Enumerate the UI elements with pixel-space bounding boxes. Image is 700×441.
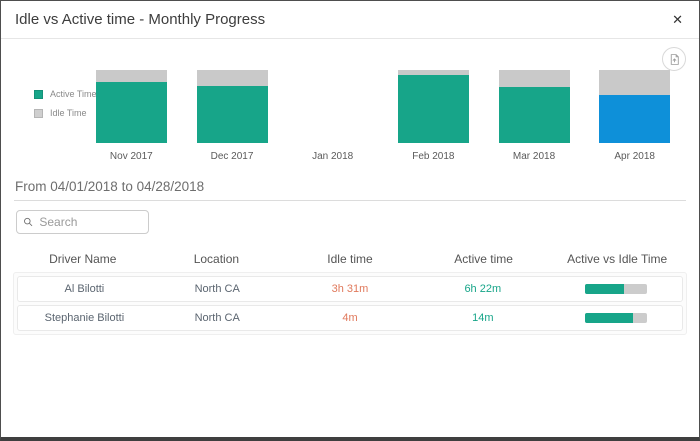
table-body: Al Bilotti North CA 3h 31m 6h 22m Stephanie … (13, 272, 687, 335)
cell-location: North CA (194, 283, 240, 295)
export-button[interactable] (662, 47, 686, 71)
bar-slot: Mar 2018 (484, 70, 585, 162)
bar-area (498, 70, 570, 143)
column-header: Location (193, 252, 240, 266)
bar-area (599, 70, 671, 143)
column-header: Driver Name (49, 252, 117, 266)
active-time-segment (498, 87, 570, 143)
active-time-segment (95, 82, 167, 143)
column-header: Active vs Idle Time (567, 252, 668, 266)
active-vs-idle-progressbar (584, 284, 647, 294)
monthly-progress-chart: Active Time Idle Time Nov 2017 Dec 2017 Jan… (1, 39, 699, 163)
legend-item[interactable]: Idle Time (34, 108, 97, 118)
bar-area (397, 70, 469, 143)
column-header: Active time (454, 252, 513, 266)
chart-legend: Active Time Idle Time (34, 89, 97, 127)
chart-bars-area: Nov 2017 Dec 2017 Jan 2018 Feb 2018 Mar 2018… (81, 39, 685, 162)
bar-area (297, 70, 368, 143)
stacked-bar[interactable] (397, 70, 469, 143)
cell-driver-name: Stephanie Bilotti (44, 312, 125, 324)
bar-slot: Apr 2018 (584, 70, 685, 162)
search-input[interactable] (39, 215, 142, 229)
month-label: Jan 2018 (312, 151, 354, 162)
idle-time-segment (196, 70, 268, 86)
legend-swatch (34, 108, 43, 118)
active-time-segment (397, 75, 469, 143)
legend-swatch (34, 89, 43, 99)
cell-active-time: 14m (472, 312, 494, 324)
column-header: Idle time (327, 252, 373, 266)
bar-area (95, 70, 167, 143)
active-vs-idle-progressbar (584, 313, 647, 323)
table-row[interactable]: Al Bilotti North CA 3h 31m 6h 22m (17, 276, 683, 302)
bar-area (196, 70, 268, 143)
idle-time-segment (95, 70, 167, 82)
table-header: Driver Name Location Idle time Active time A… (16, 246, 684, 272)
cell-idle-time: 4m (342, 312, 358, 324)
legend-label: Active Time (50, 89, 97, 99)
dialog-header: Idle vs Active time - Monthly Progress ✕ (1, 1, 699, 39)
cell-driver-name: Al Bilotti (64, 283, 105, 295)
month-label: Nov 2017 (109, 151, 153, 162)
search-icon (24, 217, 33, 227)
idle-time-segment (397, 70, 469, 75)
search-box[interactable] (16, 210, 149, 234)
progressbar-fill (584, 284, 625, 294)
stacked-bar[interactable] (498, 70, 570, 143)
table-row[interactable]: Stephanie Bilotti North CA 4m 14m (17, 305, 683, 331)
period-divider (14, 200, 686, 201)
month-label: Feb 2018 (412, 151, 455, 162)
cell-location: North CA (194, 312, 240, 324)
bar-slot: Nov 2017 (81, 70, 182, 162)
month-label: Mar 2018 (512, 151, 556, 162)
cell-idle-time: 3h 31m (331, 283, 369, 295)
bar-slot: Feb 2018 (383, 70, 484, 162)
stacked-bar[interactable] (196, 70, 268, 143)
month-label: Apr 2018 (614, 151, 655, 162)
dialog-title: Idle vs Active time - Monthly Progress (15, 11, 266, 28)
legend-label: Idle Time (50, 108, 87, 118)
stacked-bar[interactable] (95, 70, 167, 143)
bar-slot: Dec 2017 (182, 70, 283, 162)
export-image-icon (670, 53, 679, 65)
bar-slot: Jan 2018 (282, 70, 383, 162)
idle-time-segment (498, 70, 570, 87)
idle-time-segment (599, 70, 671, 95)
period-heading: From 04/01/2018 to 04/28/2018 (15, 179, 205, 194)
stacked-bar[interactable] (599, 70, 671, 143)
cell-active-vs-idle (549, 284, 682, 294)
close-icon[interactable]: ✕ (672, 12, 683, 27)
legend-item[interactable]: Active Time (34, 89, 97, 99)
progressbar-fill (584, 313, 633, 323)
active-time-segment (196, 86, 268, 143)
cell-active-time: 6h 22m (464, 283, 502, 295)
cell-active-vs-idle (549, 313, 682, 323)
month-label: Dec 2017 (210, 151, 254, 162)
active-time-segment (599, 95, 671, 143)
